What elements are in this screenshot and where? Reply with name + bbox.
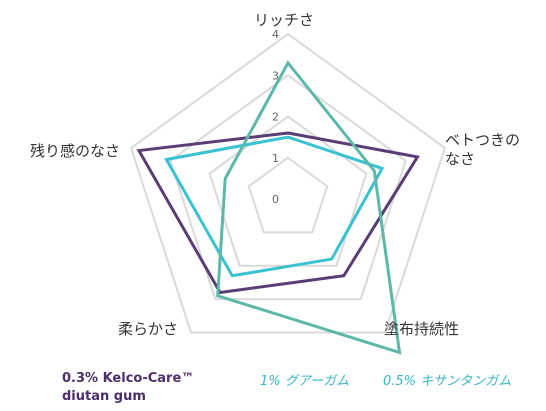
radar-series bbox=[136, 60, 420, 355]
series-line-0 bbox=[136, 131, 420, 295]
axis-label-softness: 柔らかさ bbox=[118, 320, 179, 338]
axis-label-richness: リッチさ bbox=[254, 11, 315, 29]
legend-guar-gum: 1% グアーガム bbox=[260, 374, 349, 389]
axis-label-spreadability: 塗布持続性 bbox=[384, 320, 460, 338]
axis-label-non-stickiness: ベトつきの なさ bbox=[445, 131, 521, 168]
r-tick-label: 0 bbox=[272, 193, 279, 206]
radar-tick-labels: 0 1 2 3 4 bbox=[272, 28, 279, 206]
grid-ring-3 bbox=[169, 74, 407, 301]
axis-label-non-residue: 残り感のなさ bbox=[30, 142, 121, 160]
r-tick-label: 4 bbox=[272, 28, 279, 41]
grid-ring-4 bbox=[129, 32, 447, 334]
r-tick-label: 2 bbox=[272, 111, 279, 124]
legend-kelco-care: 0.3% Kelco-Care™ diutan gum bbox=[62, 371, 195, 404]
r-tick-label: 3 bbox=[272, 69, 279, 82]
r-tick-label: 1 bbox=[272, 152, 279, 165]
series-line-2 bbox=[216, 60, 402, 355]
radar-grid bbox=[129, 32, 447, 334]
grid-ring-1 bbox=[247, 156, 329, 234]
legend-xanthan-gum: 0.5% キサンタンガム bbox=[383, 374, 512, 389]
